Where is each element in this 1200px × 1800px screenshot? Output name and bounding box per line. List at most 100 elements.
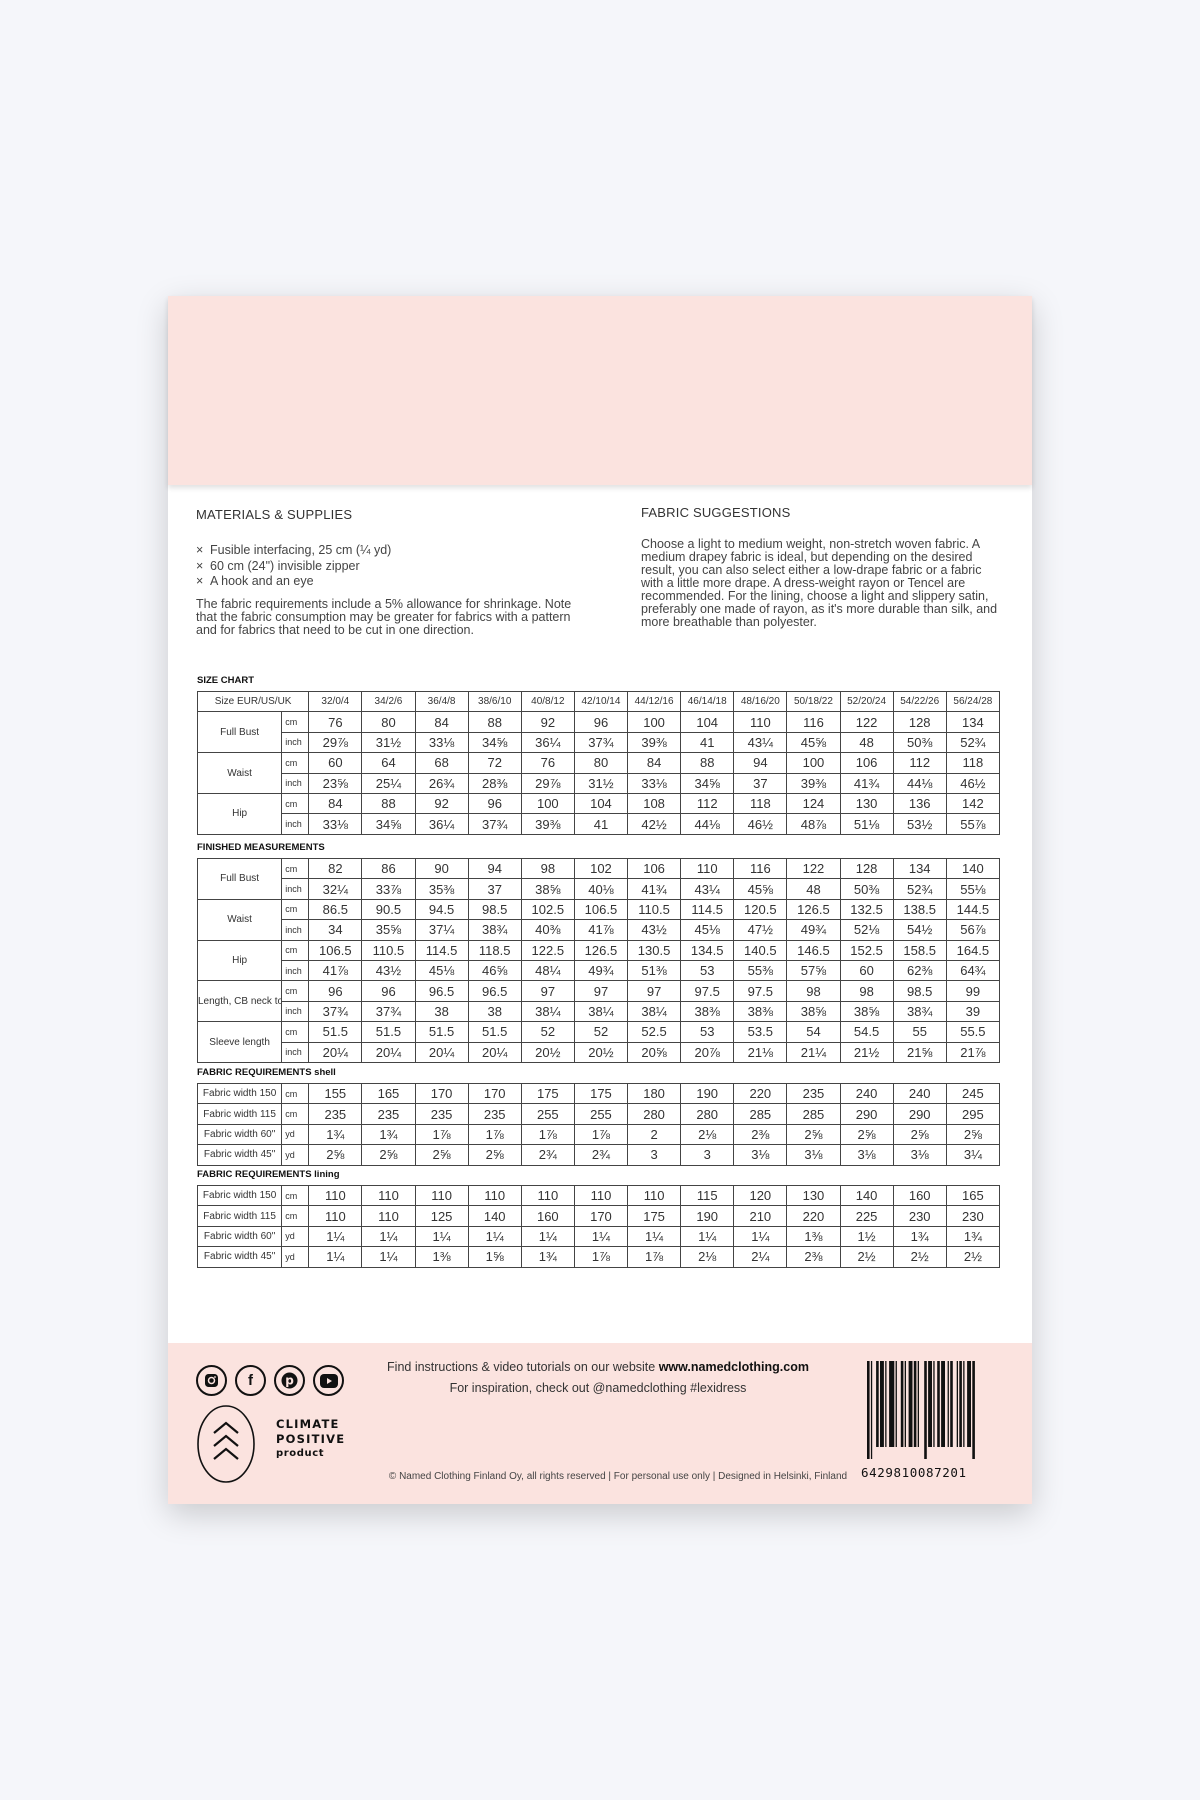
table-cell: 88 <box>361 792 416 815</box>
table-cell: 140.5 <box>733 939 788 961</box>
bullet-x-icon: × <box>196 543 204 557</box>
unit-label: cm <box>281 939 310 961</box>
table-row: inch 33⅛ 34⅝ 36¼ 37¾ 39⅜ 41 42½ 44⅛ 46½ 48⅞ 51⅛ 53½ 5… <box>198 813 1001 835</box>
table-cell: 190 <box>680 1205 735 1227</box>
unit-label: inch <box>281 1041 310 1063</box>
inspiration-line: For inspiration, check out @namedclothin… <box>449 1381 747 1395</box>
table-cell: 38⅝ <box>520 878 575 900</box>
unit-label: cm <box>281 980 310 1002</box>
table-cell: 31½ <box>361 731 416 754</box>
table-cell: 51.5 <box>467 1021 522 1043</box>
table-cell: 126.5 <box>573 939 629 961</box>
unit-label: inch <box>281 772 310 794</box>
barcode: 6429810087201 <box>861 1361 1001 1482</box>
table-cell: 104 <box>680 711 735 733</box>
table-cell: 48⅞ <box>786 813 841 835</box>
table-cell: 116 <box>733 857 788 880</box>
table-cell: 108 <box>627 792 682 815</box>
table-cell: 2½ <box>839 1246 894 1268</box>
table-cell: 55⅞ <box>945 813 1001 835</box>
unit-label: inch <box>281 959 310 982</box>
table-row: Length, CB neck to hemcm969696.596.59797… <box>196 980 1001 1023</box>
table-cell: 94.5 <box>414 898 469 921</box>
table-cell: 39⅜ <box>627 731 682 754</box>
table-cell: 80 <box>361 711 416 733</box>
table-cell: 20½ <box>520 1041 575 1063</box>
table-cell: 43¼ <box>680 878 735 900</box>
table-cell: 50⅜ <box>839 878 894 900</box>
table-cell: 33⅛ <box>414 731 469 754</box>
barcode-bar <box>870 1361 873 1459</box>
table-cell: 110 <box>467 1184 522 1207</box>
table-cell: 110 <box>414 1184 469 1207</box>
table-cell: 88 <box>680 752 735 774</box>
table-cell: 38¼ <box>573 1000 629 1023</box>
table-cell: 29⅞ <box>520 772 575 794</box>
table-cell: 46½ <box>945 772 1001 794</box>
table-cell: 1¼ <box>361 1225 416 1248</box>
size-header-cell: 40/8/12 <box>520 690 575 713</box>
table-row: inch 37¾ 37¾ 38 38 38¼ 38¼ 38¼ 38⅜ 38⅜ 38⅝ 38⅝ 38¾ 39 <box>198 1000 1001 1023</box>
table-cell: 134 <box>892 857 947 880</box>
facebook-icon[interactable]: f <box>235 1365 266 1396</box>
table-cell: 155 <box>308 1082 363 1105</box>
barcode-bar <box>876 1361 879 1447</box>
table-cell: 38¼ <box>627 1000 682 1023</box>
instagram-icon[interactable] <box>196 1365 227 1396</box>
size-header-cell: 38/6/10 <box>467 690 522 713</box>
table-cell: 38 <box>414 1000 469 1023</box>
table-cell: 102.5 <box>520 898 575 921</box>
table-cell: 2⅝ <box>467 1144 522 1166</box>
table-cell: 2⅝ <box>308 1144 363 1166</box>
list-item: × A hook and an eye <box>196 574 314 588</box>
table-row: inch 29⅞ 31½ 33⅛ 34⅝ 36¼ 37¾ 39⅜ 41 43¼ 45⅝ 48 50⅜ 52… <box>198 731 1001 754</box>
table-cell: 1⅞ <box>520 1123 575 1146</box>
table-cell: 37¾ <box>573 731 629 754</box>
size-header-cell: 46/14/18 <box>680 690 735 713</box>
table-cell: 62⅜ <box>892 959 947 982</box>
climate-line3: product <box>276 1448 325 1459</box>
table-cell: 175 <box>573 1082 629 1105</box>
table-cell: 96 <box>467 792 522 815</box>
size-header-cell: 56/24/28 <box>945 690 1001 713</box>
table-cell: 110.5 <box>627 898 682 921</box>
table-cell: 2⅜ <box>786 1246 841 1268</box>
unit-label: cm <box>281 711 310 733</box>
table-cell: 39⅜ <box>520 813 575 835</box>
table-cell: 165 <box>945 1184 1001 1207</box>
table-cell: 1¼ <box>680 1225 735 1248</box>
row-label: Fabric width 60" <box>196 1225 283 1248</box>
table-cell: 158.5 <box>892 939 947 961</box>
table-cell: 90 <box>414 857 469 880</box>
unit-label: cm <box>281 1205 310 1227</box>
table-cell: 51.5 <box>361 1021 416 1043</box>
unit-label: cm <box>281 898 310 921</box>
table-cell: 110 <box>520 1184 575 1207</box>
finished-measurements-table: Full Bust cm 82 86 90 94 98 102 106 110 116 122 128 1… <box>196 857 1001 1063</box>
row-label: Full Bust <box>196 711 283 754</box>
table-cell: 52⅛ <box>839 919 894 941</box>
youtube-icon[interactable] <box>313 1365 344 1396</box>
size-header-cell: 52/20/24 <box>839 690 894 713</box>
table-cell: 64¾ <box>945 959 1001 982</box>
table-cell: 20¼ <box>414 1041 469 1063</box>
table-cell: 54.5 <box>839 1021 894 1043</box>
table-cell: 43½ <box>361 959 416 982</box>
table-cell: 53½ <box>892 813 947 835</box>
table-cell: 2⅛ <box>680 1246 735 1268</box>
table-cell: 1¼ <box>627 1225 682 1248</box>
table-cell: 20¼ <box>467 1041 522 1063</box>
table-row: Full Bust cm 76 80 84 88 92 96 100 104 110 116 122 12… <box>196 711 1001 754</box>
barcode-bar <box>933 1361 935 1447</box>
table-row: Full Bust cm 82 86 90 94 98 102 106 110 116 122 128 1… <box>196 857 1001 900</box>
table-cell: 175 <box>627 1205 682 1227</box>
table-cell: 175 <box>520 1082 575 1105</box>
website-link[interactable]: www.namedclothing.com <box>658 1360 809 1374</box>
table-cell: 40⅜ <box>520 919 575 941</box>
table-cell: 42½ <box>627 813 682 835</box>
table-cell: 235 <box>361 1103 416 1125</box>
table-row: inch 23⅝ 25¼ 26¾ 28⅜ 29⅞ 31½ 33⅛ 34⅝ 37 39⅜ 41¾ 44⅛ 4… <box>198 772 1001 794</box>
table-cell: 41 <box>573 813 629 835</box>
bullet-x-icon: × <box>196 558 204 573</box>
pinterest-icon[interactable]: p <box>274 1365 305 1396</box>
